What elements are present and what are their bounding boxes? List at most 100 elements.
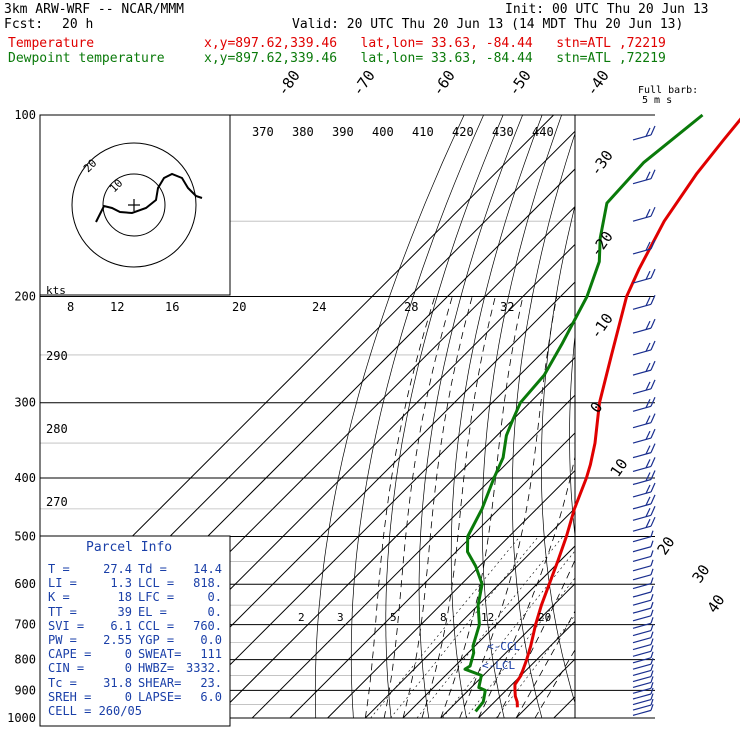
dewpoint-location: x,y=897.62,339.46 lat,lon= 33.63, -84.44… <box>204 51 666 66</box>
parcel-k1: LI = <box>48 576 77 591</box>
wind-barb <box>632 295 656 310</box>
isotherm-label: 30 <box>689 561 714 586</box>
parcel-k1: SREH = <box>48 689 92 704</box>
parcel-k1: Tc = <box>48 675 77 690</box>
parcel-v2: 23. <box>200 675 222 690</box>
parcel-v1: 2.55 <box>103 633 132 647</box>
parcel-v2: 14.4 <box>193 562 222 576</box>
temperature-profile <box>513 117 740 708</box>
wind-barb <box>632 169 656 185</box>
theta-label: 370 <box>252 125 274 139</box>
wind-barb <box>632 651 654 664</box>
parcel-row: CELL = 260/05 <box>48 704 228 718</box>
wind-barb <box>632 268 656 284</box>
isotherm-label: 10 <box>607 455 632 480</box>
wind-barb <box>632 318 656 334</box>
isotherm <box>402 545 575 718</box>
wind-barb <box>632 206 656 222</box>
parcel-annotation: <-CCL <box>487 640 520 653</box>
wind-barb <box>632 482 656 498</box>
hodograph-inset: 20 10 kts <box>39 114 231 297</box>
wind-barb <box>632 239 656 255</box>
theta-label: 440 <box>532 125 554 139</box>
dry-adiabat <box>350 115 484 718</box>
init-time: Init: 00 UTC Thu 20 Jun 13 <box>505 2 709 17</box>
mixing-ratio-label: 2 <box>298 611 305 624</box>
mixing-ratio-line <box>442 550 575 718</box>
dry-adiabat <box>723 115 740 718</box>
parcel-k1: TT = <box>48 604 77 619</box>
isotherm <box>289 432 575 718</box>
mixing-ratio-label-upper: 20 <box>232 300 246 314</box>
isotherm-label: -60 <box>429 67 459 100</box>
parcel-k2: LFC = <box>138 590 175 605</box>
moist-adiabat <box>459 296 558 718</box>
parcel-v1: 0 <box>124 689 132 704</box>
parcel-k1: PW = <box>48 633 77 647</box>
mixing-ratio-label-upper: 28 <box>404 300 418 314</box>
parcel-row: CIN = 0 HWBZ= 3332. <box>48 661 228 675</box>
dry-adiabat <box>511 132 575 718</box>
mixing-ratio-label: 5 <box>390 611 397 624</box>
isotherm-label: -50 <box>505 67 535 100</box>
wind-barb <box>632 601 654 614</box>
wind-barb <box>632 664 654 677</box>
pressure-label: 300 <box>14 396 36 410</box>
moist-adiabat <box>515 610 575 718</box>
wind-barb <box>632 609 654 622</box>
wind-barb <box>632 624 654 637</box>
parcel-k2: SHEAR= <box>138 675 182 690</box>
isotherm-label: -20 <box>587 228 617 261</box>
wind-barb <box>632 687 654 700</box>
parcel-info-title: Parcel Info <box>86 540 173 555</box>
mixing-ratio-label: 3 <box>337 611 344 624</box>
parcel-k1: CIN = <box>48 661 85 676</box>
isotherm <box>327 469 575 718</box>
parcel-k2: SWEAT= <box>138 647 182 662</box>
hodograph-trace <box>95 172 203 223</box>
hodograph-ring-outer <box>71 142 197 268</box>
mixing-ratio-line <box>390 536 539 718</box>
isotherm-label: -10 <box>587 310 617 343</box>
parcel-row: CAPE = 0 SWEAT= 111 <box>48 647 228 661</box>
wind-barb <box>632 617 654 629</box>
wind-barb <box>632 470 656 486</box>
dry-adiabat <box>385 115 504 718</box>
isotherm <box>214 356 575 718</box>
wind-barb <box>632 379 656 395</box>
dry-adiabat <box>418 115 523 718</box>
diagram-grid <box>39 114 740 719</box>
parcel-v1: 31.8 <box>103 675 132 690</box>
pressure-label: 500 <box>14 529 36 543</box>
theta-label: 400 <box>372 125 394 139</box>
wind-barb <box>632 550 654 563</box>
isotherm-label: -70 <box>349 67 379 100</box>
parcel-k1: CELL = 260/05 <box>48 704 142 718</box>
isotherm-label: -80 <box>274 67 304 100</box>
parcel-v2: 0. <box>207 590 222 605</box>
parcel-v2: 111 <box>200 647 222 662</box>
parcel-k1: K = <box>48 590 70 605</box>
wind-barb <box>632 568 654 581</box>
parcel-v1: 0 <box>124 661 132 676</box>
isotherm <box>592 115 740 718</box>
pressure-label: 600 <box>14 577 36 591</box>
parcel-row: TT = 39 EL = 0. <box>48 605 228 619</box>
parcel-k1: SVI = <box>48 618 85 633</box>
parcel-v2: 760. <box>193 618 222 633</box>
isotherm <box>176 319 575 718</box>
wind-barb <box>632 676 654 689</box>
parcel-v1: 0 <box>124 647 132 662</box>
isotherm-label: -40 <box>583 67 613 100</box>
mixing-ratio-line <box>465 577 575 718</box>
pressure-label: 400 <box>14 471 36 485</box>
dry-adiabat <box>649 115 730 718</box>
parcel-v2: 0.0 <box>200 633 222 647</box>
dry-adiabat <box>541 204 575 705</box>
dry-adiabat <box>674 115 740 718</box>
mixing-ratio-line <box>416 536 564 718</box>
dry-adiabat <box>450 115 543 718</box>
sounding-profiles <box>463 113 740 713</box>
wind-barb <box>632 658 654 670</box>
hodograph-ring-inner <box>102 173 166 237</box>
